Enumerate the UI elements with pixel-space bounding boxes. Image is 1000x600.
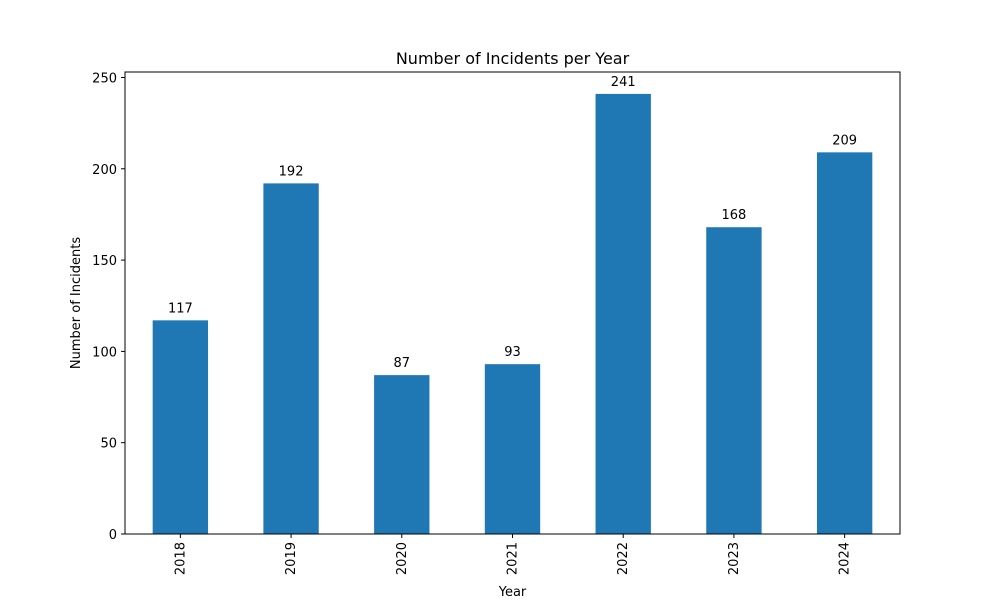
bar-2018 bbox=[152, 320, 209, 534]
x-tick-label-2022: 2022 bbox=[616, 542, 631, 575]
bars-group bbox=[152, 93, 873, 535]
bar-2022 bbox=[595, 93, 651, 535]
y-tick-label-100: 100 bbox=[92, 345, 117, 360]
bar-2020 bbox=[374, 375, 430, 534]
data-label-2023: 168 bbox=[722, 208, 747, 223]
x-axis-label: Year bbox=[498, 585, 527, 600]
bar-2019 bbox=[263, 183, 319, 535]
y-tick-label-200: 200 bbox=[92, 163, 117, 178]
x-tick-label-2021: 2021 bbox=[506, 542, 521, 575]
x-tick-label-2018: 2018 bbox=[173, 542, 188, 575]
bar-2023 bbox=[706, 227, 762, 534]
y-tick-label-0: 0 bbox=[109, 528, 117, 543]
data-labels-group: 117 192 87 93 241 168 209 bbox=[168, 75, 857, 371]
x-tick-label-2024: 2024 bbox=[838, 542, 853, 575]
y-tick-label-250: 250 bbox=[92, 71, 117, 86]
data-label-2024: 209 bbox=[832, 133, 857, 148]
x-tick-label-2019: 2019 bbox=[284, 542, 299, 575]
x-tick-label-2020: 2020 bbox=[395, 542, 410, 575]
data-label-2021: 93 bbox=[504, 345, 521, 360]
bar-2021 bbox=[484, 364, 541, 534]
y-tick-label-50: 50 bbox=[100, 437, 117, 452]
y-axis-label: Number of Incidents bbox=[69, 237, 84, 369]
x-tick-label-2023: 2023 bbox=[727, 542, 742, 575]
x-axis: 2018 2019 2020 2021 2022 2023 2024 bbox=[173, 534, 853, 575]
bar-2024 bbox=[816, 152, 873, 534]
chart-title: Number of Incidents per Year bbox=[396, 49, 630, 68]
y-tick-label-150: 150 bbox=[92, 254, 117, 269]
data-label-2019: 192 bbox=[279, 164, 304, 179]
data-label-2018: 117 bbox=[168, 301, 193, 316]
data-label-2022: 241 bbox=[611, 75, 636, 90]
y-axis: 0 50 100 150 200 250 bbox=[92, 71, 125, 543]
data-label-2020: 87 bbox=[394, 356, 411, 371]
